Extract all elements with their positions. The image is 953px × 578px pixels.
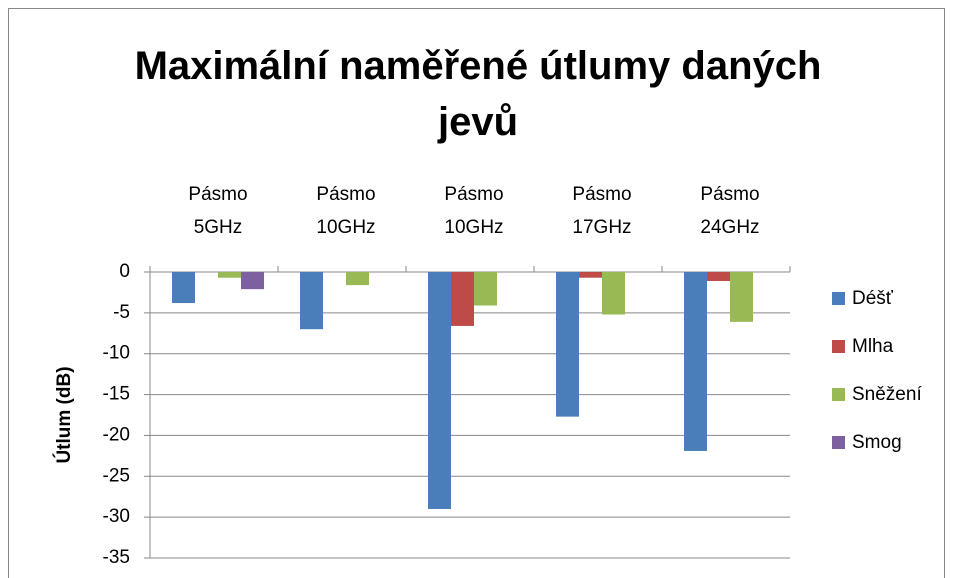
legend-swatch bbox=[832, 340, 845, 353]
y-tick-label: -35 bbox=[103, 547, 130, 568]
legend-swatch bbox=[832, 436, 845, 449]
y-tick-label: -20 bbox=[103, 424, 130, 445]
y-tick-label: -25 bbox=[103, 465, 130, 486]
bar bbox=[730, 272, 753, 322]
x-tick-label: Pásmo 10GHz bbox=[316, 184, 376, 238]
chart-title: Maximální naměřené útlumy daných jevů bbox=[134, 44, 822, 144]
y-axis-title: Útlum (dB) bbox=[53, 366, 75, 463]
x-tick-label: Pásmo 10GHz bbox=[444, 184, 504, 238]
bar bbox=[300, 272, 323, 330]
bar bbox=[556, 272, 579, 417]
bar bbox=[172, 272, 195, 304]
y-tick-label: -15 bbox=[103, 384, 130, 405]
bar bbox=[451, 272, 474, 326]
bar bbox=[241, 272, 264, 290]
legend-swatch bbox=[832, 388, 845, 401]
bar bbox=[707, 272, 730, 281]
legend-label: Smog bbox=[852, 432, 902, 453]
y-tick-label: -5 bbox=[113, 302, 130, 323]
bar bbox=[602, 272, 625, 315]
bar bbox=[218, 272, 241, 278]
x-tick-label: Pásmo 24GHz bbox=[700, 184, 760, 238]
bar bbox=[474, 272, 497, 306]
bar bbox=[684, 272, 707, 451]
legend-label: Mlha bbox=[852, 336, 894, 357]
x-tick-label: Pásmo 17GHz bbox=[572, 184, 632, 238]
y-tick-label: 0 bbox=[119, 261, 130, 282]
legend-label: Sněžení bbox=[852, 384, 922, 405]
x-tick-label: Pásmo 5GHz bbox=[188, 184, 248, 238]
bar bbox=[428, 272, 451, 509]
bar bbox=[579, 272, 602, 278]
y-tick-label: -30 bbox=[103, 506, 130, 527]
frame bbox=[8, 8, 945, 578]
legend-label: Déšť bbox=[852, 288, 894, 309]
legend-swatch bbox=[832, 292, 845, 305]
bar bbox=[346, 272, 369, 286]
y-tick-label: -10 bbox=[103, 343, 130, 364]
